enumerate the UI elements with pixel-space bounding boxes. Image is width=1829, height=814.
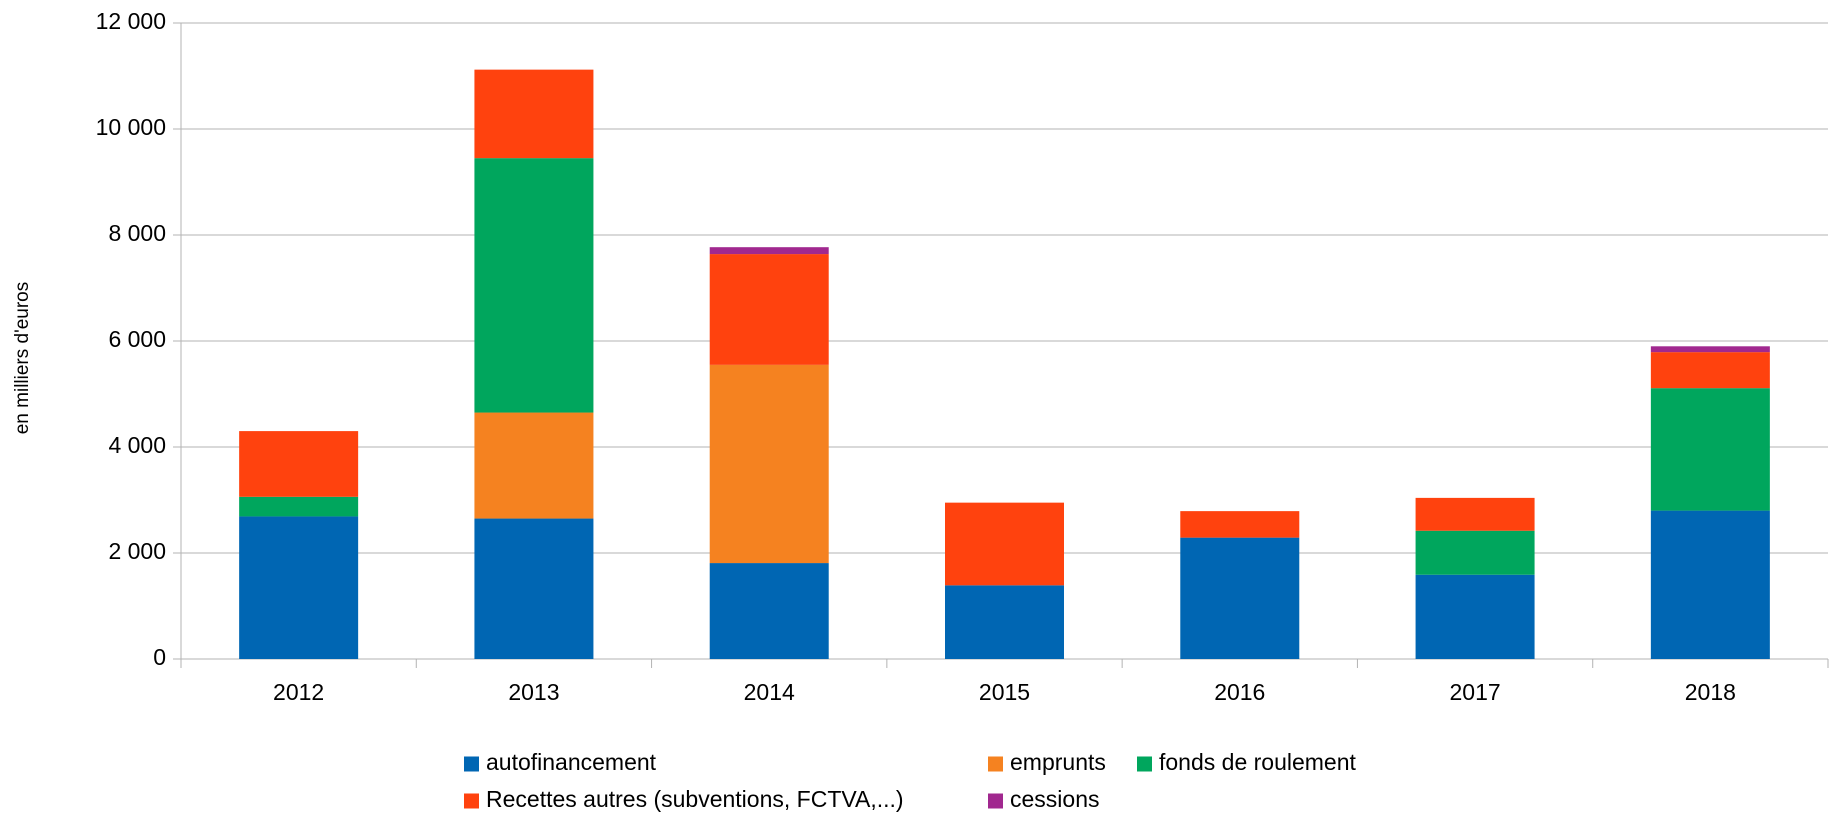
legend-label: emprunts xyxy=(1010,749,1106,775)
bar-segment xyxy=(1650,346,1770,353)
y-tick-label: 12 000 xyxy=(96,8,166,34)
y-tick-label: 4 000 xyxy=(108,432,166,458)
legend-swatch xyxy=(988,756,1003,772)
legend-swatch xyxy=(1137,756,1152,772)
x-tick-label: 2014 xyxy=(744,679,795,705)
legend-swatch xyxy=(464,756,479,772)
bar-segment xyxy=(709,254,829,365)
legend-swatch xyxy=(464,793,479,809)
bar-segment xyxy=(474,518,594,659)
bar-segment xyxy=(709,247,829,255)
bar-segment xyxy=(239,496,359,517)
bar-segment xyxy=(474,412,594,519)
x-tick-label: 2018 xyxy=(1685,679,1736,705)
bar-segment xyxy=(239,431,359,497)
x-tick-label: 2016 xyxy=(1214,679,1265,705)
bar-segment xyxy=(1180,511,1300,538)
legend-label: fonds de roulement xyxy=(1159,749,1357,775)
legend-label: cessions xyxy=(1010,786,1099,812)
bar-segment xyxy=(474,158,594,413)
bar-segment xyxy=(945,502,1064,586)
bar-segment xyxy=(709,563,829,659)
y-tick-label: 6 000 xyxy=(108,326,166,352)
x-tick-label: 2012 xyxy=(273,679,324,705)
y-tick-label: 10 000 xyxy=(96,114,166,140)
y-tick-label: 2 000 xyxy=(108,538,166,564)
bar-segment xyxy=(1180,537,1300,659)
bar-segment xyxy=(239,516,359,659)
legend-swatch xyxy=(988,793,1003,809)
y-axis-label: en milliers d'euros xyxy=(12,282,33,435)
bar-segment xyxy=(1415,530,1535,575)
y-tick-label: 8 000 xyxy=(108,220,166,246)
x-tick-label: 2017 xyxy=(1449,679,1500,705)
bar-segment xyxy=(1650,388,1770,511)
bar-segment xyxy=(1650,352,1770,389)
bar-segment xyxy=(1415,497,1535,531)
x-tick-label: 2013 xyxy=(508,679,559,705)
bar-segment xyxy=(945,585,1064,659)
y-tick-label: 0 xyxy=(153,644,166,670)
legend-label: Recettes autres (subventions, FCTVA,...) xyxy=(486,786,904,812)
bar-segment xyxy=(1415,574,1535,659)
bar-segment xyxy=(709,364,829,564)
bar-segment xyxy=(474,69,594,159)
x-tick-label: 2015 xyxy=(979,679,1030,705)
bar-segment xyxy=(1650,510,1770,659)
legend-label: autofinancement xyxy=(486,749,657,775)
